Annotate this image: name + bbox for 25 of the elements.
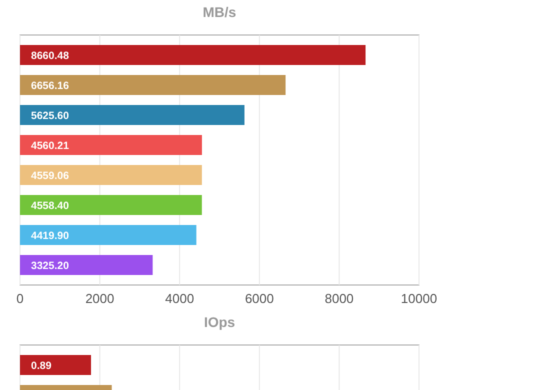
bar xyxy=(20,255,153,275)
x-tick-label: 4000 xyxy=(165,291,194,306)
x-tick-label: 0 xyxy=(16,291,24,306)
data-label: 4560.21 xyxy=(31,140,70,152)
x-tick-label: 10000 xyxy=(400,291,438,306)
data-label: 0.89 xyxy=(31,360,52,372)
data-label: 3325.20 xyxy=(31,260,70,272)
bar xyxy=(20,195,202,215)
x-tick-label: 2000 xyxy=(85,291,114,306)
data-label: 4559.06 xyxy=(31,170,70,182)
x-tick-label: 6000 xyxy=(244,291,274,306)
bar xyxy=(20,45,366,65)
data-label: 4419.90 xyxy=(31,230,70,242)
data-label: 5625.60 xyxy=(31,110,70,122)
bar xyxy=(20,165,202,185)
chart-title: MB/s xyxy=(202,4,236,20)
bar xyxy=(20,75,286,95)
bar xyxy=(20,225,196,245)
data-label: 4558.40 xyxy=(31,200,70,212)
x-tick-label: 8000 xyxy=(324,291,354,306)
data-label: 6656.16 xyxy=(31,80,70,92)
bar xyxy=(20,105,244,125)
chart-title: IOps xyxy=(204,314,236,330)
data-label: 8660.48 xyxy=(31,50,70,62)
bar xyxy=(20,135,202,155)
